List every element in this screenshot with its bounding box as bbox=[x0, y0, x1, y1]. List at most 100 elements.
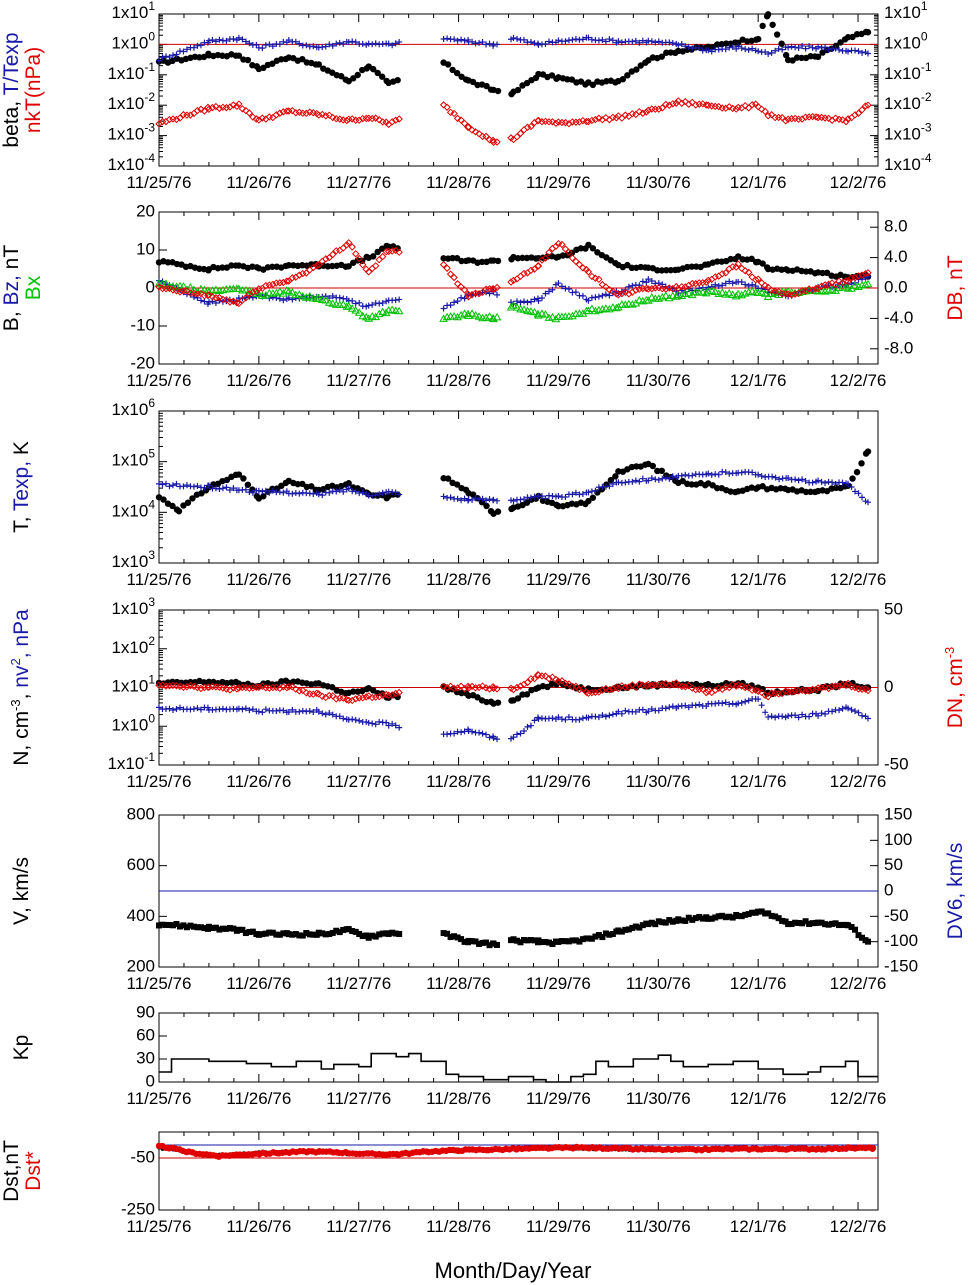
y-tick-label: -250 bbox=[121, 1199, 155, 1218]
data-point bbox=[333, 488, 340, 495]
data-point bbox=[219, 705, 226, 712]
data-point bbox=[844, 277, 852, 286]
data-point bbox=[194, 924, 201, 931]
data-point bbox=[273, 707, 280, 714]
y2-tick-label: -4.0 bbox=[884, 308, 913, 327]
data-point bbox=[689, 916, 696, 923]
data-point bbox=[666, 39, 673, 46]
data-point bbox=[156, 704, 162, 711]
data-point bbox=[735, 912, 742, 919]
data-point bbox=[534, 116, 543, 125]
data-point bbox=[719, 700, 726, 707]
data-point bbox=[514, 937, 521, 944]
data-point bbox=[705, 915, 712, 922]
y-axis-label: beta, T/Texp bbox=[0, 32, 23, 147]
data-point bbox=[296, 932, 303, 939]
data-point bbox=[774, 690, 783, 698]
data-point bbox=[644, 106, 653, 114]
data-point bbox=[510, 498, 517, 505]
data-point bbox=[205, 291, 213, 299]
data-point bbox=[219, 485, 226, 492]
data-point bbox=[832, 481, 839, 488]
y2-tick-label: 1x10-1 bbox=[884, 60, 932, 83]
x-tick-label: 11/30/76 bbox=[626, 371, 691, 390]
data-point bbox=[795, 714, 802, 721]
data-point bbox=[712, 914, 719, 921]
data-point bbox=[325, 111, 333, 119]
data-point bbox=[197, 289, 205, 298]
data-point bbox=[802, 268, 810, 275]
data-point bbox=[261, 290, 271, 299]
data-point bbox=[489, 682, 497, 691]
x-tick-label: 11/28/76 bbox=[426, 974, 491, 993]
data-point bbox=[722, 280, 729, 287]
data-point bbox=[394, 306, 404, 315]
data-point bbox=[468, 126, 476, 134]
data-point bbox=[464, 311, 473, 320]
data-point bbox=[506, 302, 516, 311]
x-tick-label: 11/30/76 bbox=[626, 974, 691, 993]
data-point bbox=[787, 291, 796, 299]
data-point bbox=[259, 488, 266, 495]
data-point bbox=[565, 286, 572, 293]
data-point bbox=[645, 276, 652, 283]
data-point bbox=[444, 61, 452, 68]
data-point bbox=[332, 695, 340, 703]
data-point bbox=[554, 677, 563, 685]
data-point bbox=[259, 931, 266, 938]
data-point bbox=[350, 688, 357, 695]
data-point bbox=[348, 243, 356, 251]
data-point bbox=[829, 708, 836, 715]
data-point bbox=[457, 116, 465, 124]
data-point bbox=[242, 705, 249, 712]
data-point bbox=[396, 491, 403, 498]
data-point bbox=[541, 310, 550, 318]
data-point bbox=[759, 22, 766, 30]
data-point bbox=[853, 468, 861, 476]
data-point bbox=[351, 306, 361, 314]
data-point bbox=[731, 291, 741, 300]
data-point bbox=[648, 278, 655, 285]
data-point bbox=[589, 81, 597, 89]
data-point bbox=[476, 940, 483, 947]
data-point bbox=[205, 37, 212, 44]
data-point bbox=[585, 497, 592, 505]
data-point bbox=[384, 247, 393, 256]
data-point bbox=[549, 286, 556, 293]
data-point bbox=[340, 488, 347, 495]
y-tick-label: 1x10-1 bbox=[107, 750, 155, 773]
data-point bbox=[322, 255, 330, 263]
x-tick-label: 11/30/76 bbox=[626, 1217, 691, 1236]
data-point bbox=[201, 925, 208, 932]
data-point bbox=[806, 920, 813, 927]
data-point bbox=[659, 919, 666, 926]
data-point bbox=[633, 463, 640, 470]
data-point bbox=[715, 283, 722, 290]
data-point bbox=[649, 462, 657, 470]
data-point bbox=[848, 483, 855, 490]
data-point bbox=[855, 709, 862, 716]
data-point bbox=[785, 44, 792, 51]
data-point bbox=[858, 106, 866, 114]
data-point bbox=[209, 924, 216, 931]
data-point bbox=[639, 37, 646, 44]
data-point bbox=[205, 105, 213, 113]
data-point bbox=[255, 683, 263, 692]
data-point bbox=[627, 300, 637, 308]
data-point bbox=[592, 487, 599, 494]
data-point bbox=[622, 479, 629, 486]
data-point bbox=[591, 115, 600, 124]
data-point bbox=[514, 731, 521, 738]
x-tick-label: 11/25/76 bbox=[127, 173, 192, 192]
data-point bbox=[376, 931, 383, 938]
data-point bbox=[657, 292, 667, 301]
data-point bbox=[729, 280, 736, 287]
data-point bbox=[440, 493, 447, 500]
y2-tick-label: -8.0 bbox=[884, 338, 913, 357]
data-point bbox=[807, 488, 814, 496]
data-point bbox=[859, 712, 866, 719]
data-point bbox=[235, 299, 243, 308]
data-point bbox=[659, 475, 666, 482]
data-point bbox=[729, 700, 736, 707]
x-axis-title: Month/Day/Year bbox=[435, 1258, 592, 1283]
